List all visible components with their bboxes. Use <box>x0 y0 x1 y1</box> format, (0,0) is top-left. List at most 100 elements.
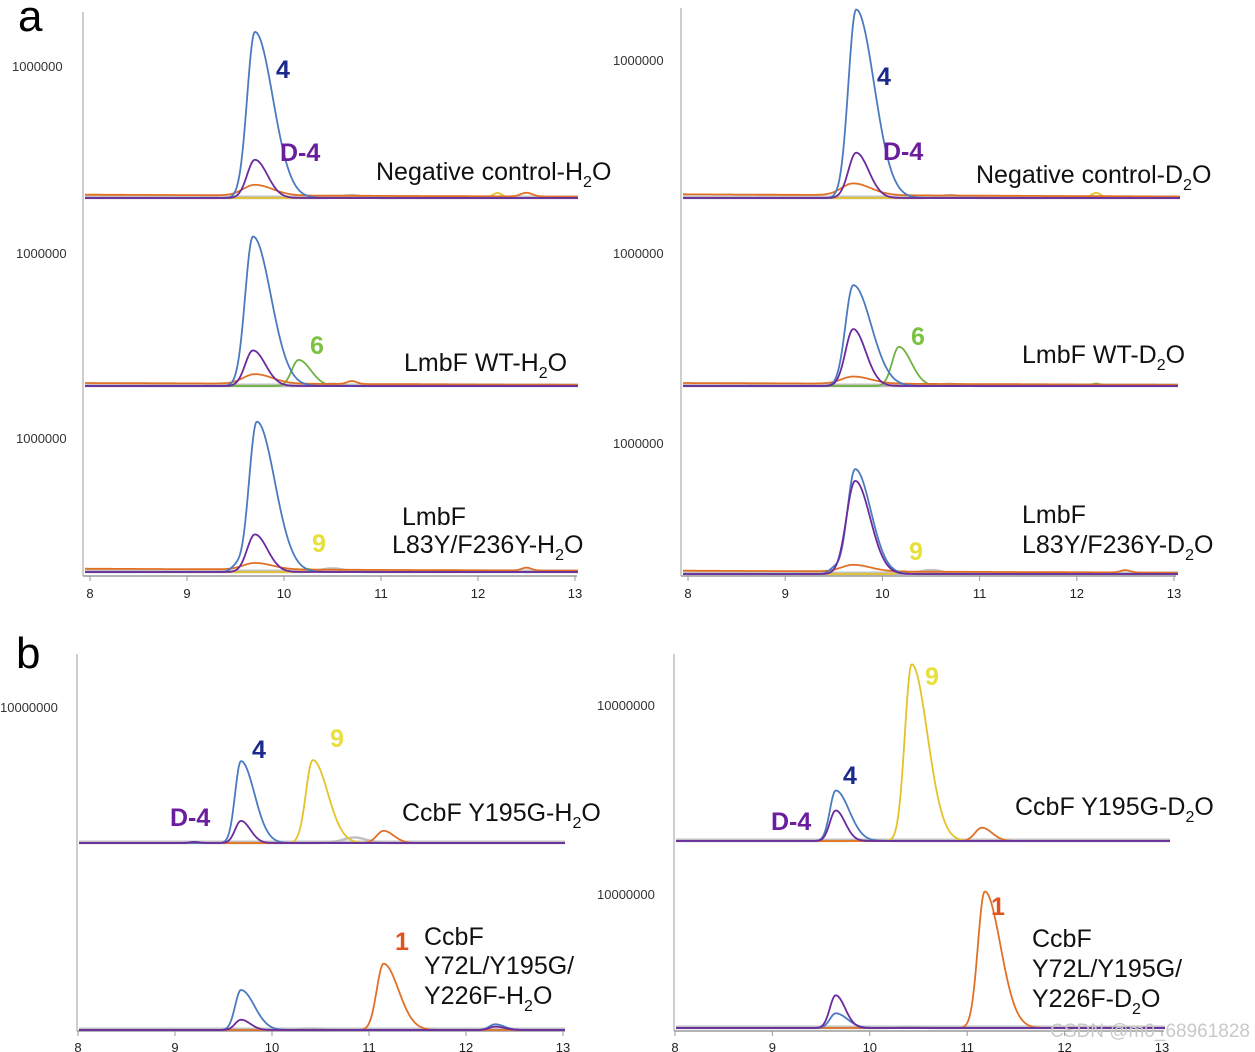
chromatogram-track <box>78 759 566 845</box>
compound-label: 4 <box>843 762 857 790</box>
chromatogram-track <box>682 8 1181 200</box>
condition-label: L83Y/F236Y-H2O <box>392 531 583 564</box>
trace-d-4 <box>683 479 1178 575</box>
condition-text: Y72L/Y195G/ <box>1032 955 1182 983</box>
y-tick-label: 1000000 <box>16 431 67 446</box>
condition-text: CcbF <box>1032 925 1092 953</box>
chromatogram-track <box>675 890 1166 1030</box>
condition-text: Y226F-H <box>424 982 524 1010</box>
compound-label: 4 <box>252 736 266 764</box>
compound-label: D-4 <box>170 804 210 832</box>
trace-d-4 <box>85 349 578 387</box>
trace-orange-trace <box>683 563 1178 574</box>
y-tick-label: 1000000 <box>12 59 63 74</box>
condition-label: Y72L/Y195G/ <box>1032 955 1182 983</box>
condition-label: LmbF <box>402 503 466 531</box>
x-tick-label: 12 <box>471 586 485 601</box>
condition-label: LmbF WT-H2O <box>404 349 567 382</box>
chromatogram-track <box>84 420 579 574</box>
x-tick-label: 8 <box>671 1040 678 1052</box>
condition-text: Negative control-D <box>976 161 1183 189</box>
condition-text: O <box>1194 793 1213 821</box>
condition-text: Y72L/Y195G/ <box>424 952 574 980</box>
compound-label: D-4 <box>280 139 320 167</box>
watermark: CSDN @m0_68961828 <box>1050 1021 1250 1042</box>
condition-text: LmbF WT-H <box>404 349 539 377</box>
compound-label: 9 <box>330 725 344 753</box>
y-tick-label: 1000000 <box>613 53 664 68</box>
traces-layer <box>78 8 1181 1032</box>
x-tick-label: 8 <box>74 1040 81 1052</box>
x-tick-label: 9 <box>183 586 190 601</box>
trace-orange-trace <box>85 183 578 198</box>
chart-a-right <box>680 8 1176 581</box>
trace-d-4 <box>683 328 1178 387</box>
x-tick-label: 13 <box>1167 586 1181 601</box>
compound-label: 9 <box>909 538 923 566</box>
condition-text: Y226F-D <box>1032 985 1132 1013</box>
x-tick-label: 13 <box>568 586 582 601</box>
condition-subscript: 2 <box>1185 547 1194 564</box>
condition-text: CcbF Y195G-H <box>402 799 572 827</box>
condition-subscript: 2 <box>1132 1001 1141 1018</box>
x-tick-label: 12 <box>1057 1040 1071 1052</box>
x-tick-label: 13 <box>1155 1040 1169 1052</box>
compound-label: 9 <box>925 663 939 691</box>
x-tick-label: 10 <box>265 1040 279 1052</box>
condition-text: O <box>1194 531 1213 559</box>
chromatogram-track <box>84 235 579 388</box>
trace-orange-trace <box>683 375 1178 386</box>
condition-subscript: 2 <box>572 815 581 832</box>
trace-d-4 <box>85 533 578 573</box>
condition-subscript: 2 <box>539 365 548 382</box>
trace-d-4 <box>676 994 1165 1029</box>
trace-4 <box>683 284 1178 387</box>
condition-text: LmbF <box>1022 501 1086 529</box>
panel-letter: a <box>18 0 43 41</box>
x-tick-label: 9 <box>769 1040 776 1052</box>
condition-text: O <box>533 982 552 1010</box>
compound-label: 4 <box>276 56 290 84</box>
condition-label: CcbF Y195G-D2O <box>1015 793 1214 826</box>
chromatogram-track <box>675 663 1171 843</box>
x-tick-label: 8 <box>86 586 93 601</box>
compound-label: D-4 <box>883 138 923 166</box>
condition-text: O <box>564 531 583 559</box>
x-tick-label: 8 <box>684 586 691 601</box>
x-tick-label: 11 <box>362 1040 376 1052</box>
trace-d-4 <box>85 158 578 199</box>
compound-label: D-4 <box>771 808 811 836</box>
condition-subscript: 2 <box>1185 809 1194 826</box>
condition-label: Y226F-H2O <box>424 982 552 1015</box>
trace-d-4 <box>79 820 565 844</box>
x-tick-label: 12 <box>1070 586 1084 601</box>
compound-label: 1 <box>991 893 1005 921</box>
x-tick-label: 11 <box>374 586 388 601</box>
condition-subscript: 2 <box>1183 177 1192 194</box>
trace-orange-trace <box>85 373 578 386</box>
x-tick-label: 11 <box>973 586 987 601</box>
baseline-layer <box>79 195 1180 1031</box>
condition-text: O <box>1192 161 1211 189</box>
chart-b-right <box>673 654 1164 1036</box>
condition-label: LmbF <box>1022 501 1086 529</box>
x-tick-label: 9 <box>782 586 789 601</box>
y-tick-label: 1000000 <box>613 436 664 451</box>
x-tick-label: 10 <box>863 1040 877 1052</box>
condition-subscript: 2 <box>1157 357 1166 374</box>
compound-label: 6 <box>911 323 925 351</box>
condition-text: O <box>581 799 600 827</box>
condition-label: LmbF WT-D2O <box>1022 341 1185 374</box>
compound-label: 4 <box>877 63 891 91</box>
condition-text: O <box>1141 985 1160 1013</box>
trace-d-4 <box>79 1018 565 1031</box>
condition-label: L83Y/F236Y-D2O <box>1022 531 1213 564</box>
condition-subscript: 2 <box>583 174 592 191</box>
condition-label: Y226F-D2O <box>1032 985 1160 1018</box>
condition-text: LmbF WT-D <box>1022 341 1157 369</box>
condition-subscript: 2 <box>524 998 533 1015</box>
y-tick-label: 10000000 <box>597 887 655 902</box>
chromatogram-track <box>84 30 579 200</box>
y-tick-label: 10000000 <box>0 700 58 715</box>
